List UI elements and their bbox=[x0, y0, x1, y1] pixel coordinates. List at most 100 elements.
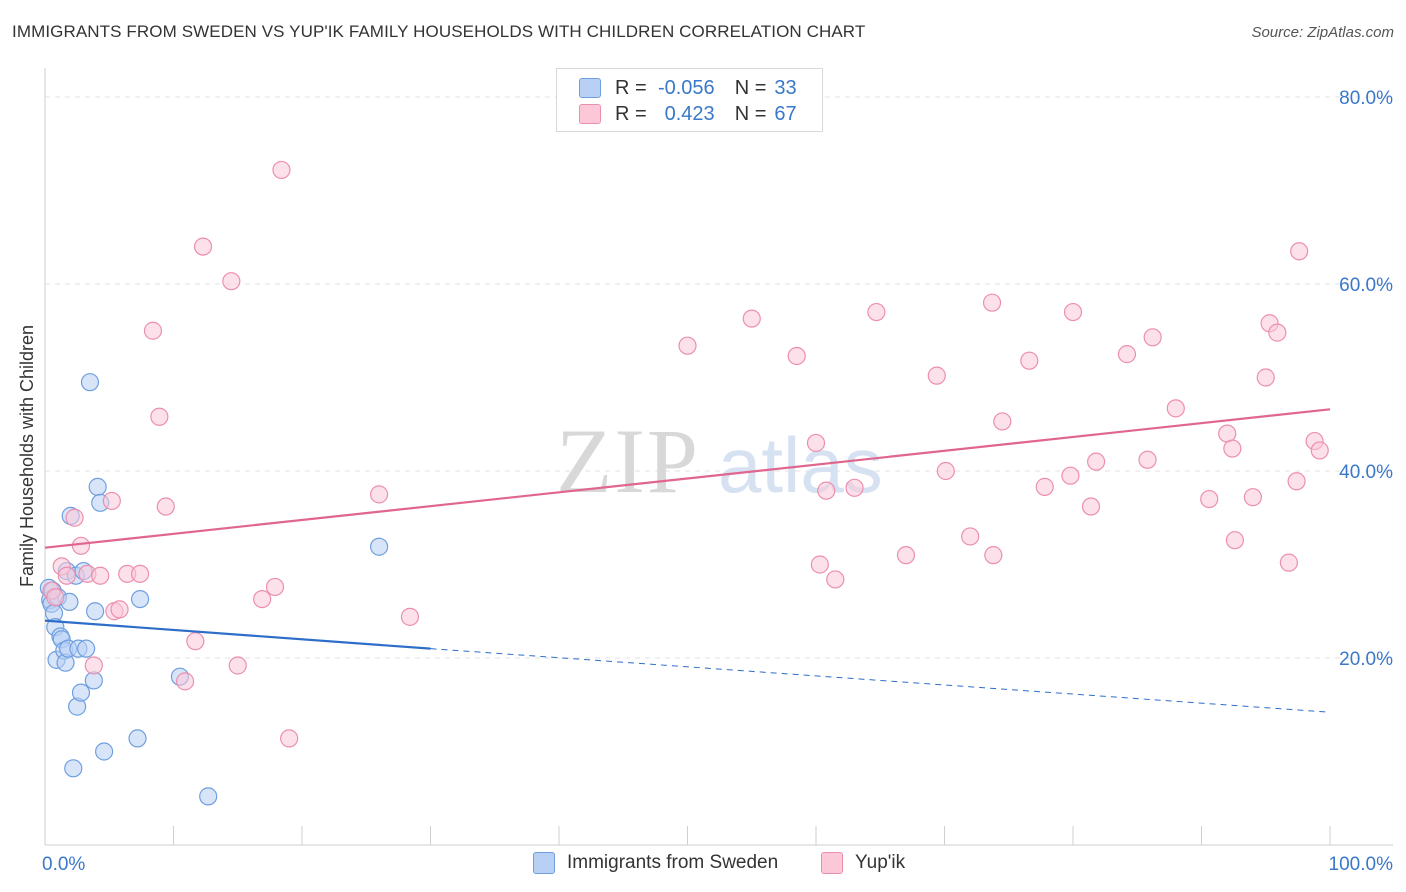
point-1-62 bbox=[1279, 553, 1298, 572]
point-1-24 bbox=[272, 160, 291, 180]
point-1-50 bbox=[1117, 345, 1137, 364]
point-0-33 bbox=[370, 537, 389, 556]
series-0-points bbox=[39, 373, 389, 806]
legend-row-yupik: R = 0.423 N = 67 bbox=[579, 101, 797, 127]
point-1-22 bbox=[253, 589, 272, 609]
legend-r-label: R = bbox=[615, 102, 647, 125]
data-points bbox=[39, 160, 1329, 806]
y-tick-label-2: 60.0% bbox=[1339, 275, 1393, 296]
legend-n-value-sweden: 33 bbox=[774, 76, 797, 99]
point-1-17 bbox=[175, 672, 195, 691]
point-1-54 bbox=[1200, 489, 1219, 509]
point-1-58 bbox=[1243, 488, 1263, 507]
point-0-22 bbox=[77, 639, 96, 658]
point-1-40 bbox=[961, 527, 980, 546]
bottom-legend-label-yupik: Yup'ik bbox=[855, 852, 906, 873]
trend-line-extension-0 bbox=[430, 648, 1331, 713]
point-1-37 bbox=[896, 546, 916, 565]
point-1-57 bbox=[1225, 531, 1245, 550]
x-tick-label-0: 0.0% bbox=[42, 854, 85, 875]
trend-lines bbox=[44, 408, 1331, 713]
bottom-legend-swatch-yupik bbox=[821, 852, 843, 874]
legend-n-value-yupik: 67 bbox=[774, 102, 797, 125]
point-1-43 bbox=[993, 412, 1012, 431]
point-1-47 bbox=[1063, 302, 1083, 322]
point-0-20 bbox=[71, 683, 91, 702]
point-1-34 bbox=[826, 570, 845, 589]
legend-row-sweden: R = -0.056 N = 33 bbox=[579, 75, 797, 101]
y-axis-label: Family Households with Children bbox=[17, 325, 37, 587]
point-1-36 bbox=[867, 302, 886, 322]
point-1-16 bbox=[156, 497, 175, 516]
y-tick-label-0: 20.0% bbox=[1339, 649, 1393, 670]
point-1-41 bbox=[982, 293, 1002, 312]
point-1-35 bbox=[845, 478, 864, 497]
point-1-46 bbox=[1061, 466, 1080, 485]
legend-n-label: N = bbox=[734, 76, 767, 99]
bottom-legend-yupik: Yup'ik bbox=[821, 852, 905, 874]
bottom-legend-sweden: Immigrants from Sweden bbox=[533, 852, 778, 874]
point-0-28 bbox=[95, 742, 114, 761]
point-1-53 bbox=[1166, 399, 1185, 418]
point-1-29 bbox=[742, 309, 761, 328]
point-1-3 bbox=[57, 566, 76, 585]
point-1-51 bbox=[1138, 450, 1157, 469]
legend-n-label: N = bbox=[734, 102, 767, 125]
bottom-legend-label-sweden: Immigrants from Sweden bbox=[567, 852, 779, 873]
point-0-29 bbox=[128, 729, 147, 748]
point-1-56 bbox=[1223, 439, 1242, 458]
legend-swatch-sweden bbox=[579, 78, 601, 98]
point-1-30 bbox=[787, 346, 806, 366]
point-1-61 bbox=[1268, 323, 1287, 342]
watermark-zip: ZIP bbox=[556, 410, 700, 512]
point-1-42 bbox=[984, 546, 1003, 565]
point-1-9 bbox=[102, 491, 121, 511]
point-1-66 bbox=[1310, 441, 1329, 460]
point-1-23 bbox=[265, 577, 285, 597]
point-1-26 bbox=[370, 485, 389, 504]
point-1-28 bbox=[678, 336, 697, 355]
point-0-30 bbox=[130, 589, 150, 609]
point-1-49 bbox=[1087, 452, 1106, 471]
point-0-32 bbox=[199, 787, 218, 806]
point-1-64 bbox=[1290, 242, 1309, 261]
grid-lines bbox=[45, 96, 1393, 659]
y-tick-label-1: 40.0% bbox=[1339, 462, 1393, 483]
point-1-1 bbox=[46, 588, 65, 607]
point-1-4 bbox=[65, 508, 84, 527]
point-1-7 bbox=[84, 656, 103, 675]
trend-line-0 bbox=[44, 619, 431, 650]
point-0-26 bbox=[88, 477, 107, 496]
point-1-27 bbox=[400, 607, 420, 626]
point-0-16 bbox=[64, 759, 83, 778]
bottom-legend-swatch-sweden bbox=[533, 852, 555, 874]
point-1-13 bbox=[130, 564, 150, 583]
legend-swatch-yupik bbox=[579, 104, 601, 124]
trend-line-1 bbox=[44, 408, 1331, 549]
point-0-25 bbox=[86, 602, 105, 621]
point-1-44 bbox=[1020, 351, 1039, 370]
point-1-45 bbox=[1035, 477, 1054, 496]
axes bbox=[44, 68, 1393, 846]
point-1-21 bbox=[228, 656, 247, 675]
point-1-5 bbox=[71, 536, 91, 555]
point-1-11 bbox=[110, 600, 129, 619]
series-1-points bbox=[42, 160, 1329, 748]
point-1-20 bbox=[222, 272, 241, 291]
point-1-18 bbox=[186, 632, 205, 651]
point-0-23 bbox=[80, 373, 100, 392]
correlation-legend: R = -0.056 N = 33 R = 0.423 N = 67 bbox=[556, 68, 823, 132]
tick-labels: 20.0% 40.0% 60.0% 80.0% 0.0% 100.0% bbox=[42, 88, 1393, 875]
point-1-52 bbox=[1143, 328, 1162, 347]
y-tick-label-3: 80.0% bbox=[1339, 88, 1393, 109]
point-1-39 bbox=[936, 461, 955, 481]
point-1-48 bbox=[1081, 497, 1101, 516]
x-tick-label-1: 100.0% bbox=[1329, 854, 1394, 875]
chart-title: IMMIGRANTS FROM SWEDEN VS YUP'IK FAMILY … bbox=[12, 22, 866, 41]
point-1-63 bbox=[1287, 472, 1306, 491]
point-1-32 bbox=[810, 555, 829, 574]
legend-r-value-yupik: 0.423 bbox=[664, 102, 715, 125]
point-1-25 bbox=[280, 729, 299, 748]
point-1-8 bbox=[91, 566, 110, 585]
point-1-14 bbox=[143, 321, 163, 340]
